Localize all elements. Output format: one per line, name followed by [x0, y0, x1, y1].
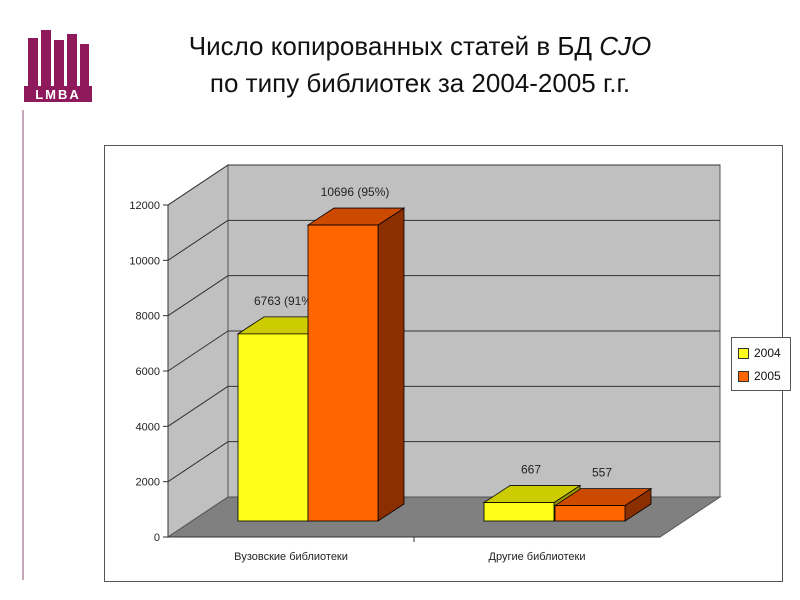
bar	[554, 505, 626, 522]
legend-swatch-2004	[738, 347, 749, 359]
gridline-side	[167, 330, 229, 372]
legend-label-2004: 2004	[754, 346, 781, 360]
title-cjo: CJO	[599, 31, 652, 61]
title-line-1: Число копированных статей в БД CJO	[95, 28, 745, 65]
y-tick-label: 10000	[129, 255, 160, 267]
y-tick-label: 4000	[136, 421, 160, 433]
data-label: 6763 (91%)	[254, 294, 316, 308]
title-line-1-text: Число копированных статей в БД	[188, 31, 600, 61]
gridline-side	[167, 385, 229, 427]
legend-item-2005: 2005	[738, 369, 781, 383]
vertical-rule	[22, 110, 24, 580]
legend-swatch-2005	[738, 370, 749, 382]
gridline-side	[167, 164, 229, 206]
bar	[483, 502, 555, 522]
slide-title: Число копированных статей в БД CJO по ти…	[95, 28, 745, 102]
bar	[237, 333, 309, 522]
y-tick-label: 2000	[136, 477, 160, 489]
data-label: 10696 (95%)	[321, 185, 390, 199]
x-category-label: Другие библиотеки	[489, 551, 586, 563]
title-line-2: по типу библиотек за 2004-2005 г.г.	[209, 68, 631, 98]
y-tick-label: 0	[154, 532, 160, 544]
y-tick-label: 8000	[136, 311, 160, 323]
lmba-logo: LMBA	[24, 24, 92, 102]
bar-side	[377, 207, 405, 522]
legend-label-2005: 2005	[754, 369, 781, 383]
y-tick-label: 12000	[129, 200, 160, 212]
legend-item-2004: 2004	[738, 346, 781, 360]
gridline-side	[167, 219, 229, 261]
gridline-side	[167, 441, 229, 483]
data-label: 667	[521, 463, 541, 477]
legend: 2004 2005	[731, 337, 791, 391]
gridline-side	[167, 275, 229, 317]
logo-text: LMBA	[35, 87, 81, 102]
bar	[307, 224, 379, 522]
y-tick-label: 6000	[136, 366, 160, 378]
data-label: 557	[592, 466, 612, 480]
x-category-label: Вузовские библиотеки	[234, 551, 348, 563]
